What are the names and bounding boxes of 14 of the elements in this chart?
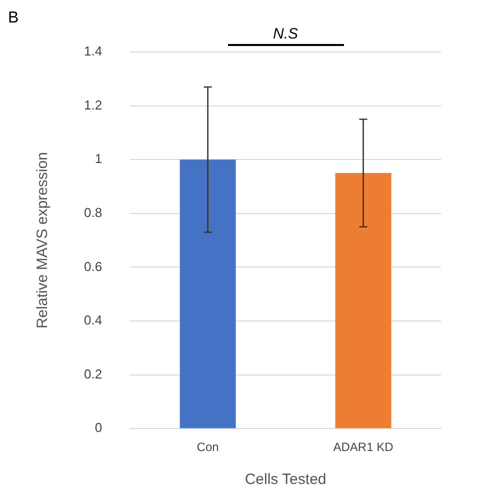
text: B [8,9,19,26]
y-tick-label: 0.8 [84,204,102,220]
y-tick-label: 0.6 [84,258,102,274]
y-tick-label: 1 [94,151,102,166]
y-tick-label: 0.4 [84,312,102,328]
x-tick-label: Con [196,440,219,454]
y-tick-label: 0 [94,420,102,436]
x-tick-label: ADAR1 KD [333,440,394,454]
x-axis-title: Cells Tested [244,471,326,488]
y-tick-label: 1.4 [84,44,102,59]
y-tick-label: 1.2 [84,97,102,112]
y-axis-title: Relative MAVS expression [34,152,52,329]
y-tick-label: 0.2 [84,366,102,382]
text: N.S [273,26,298,43]
